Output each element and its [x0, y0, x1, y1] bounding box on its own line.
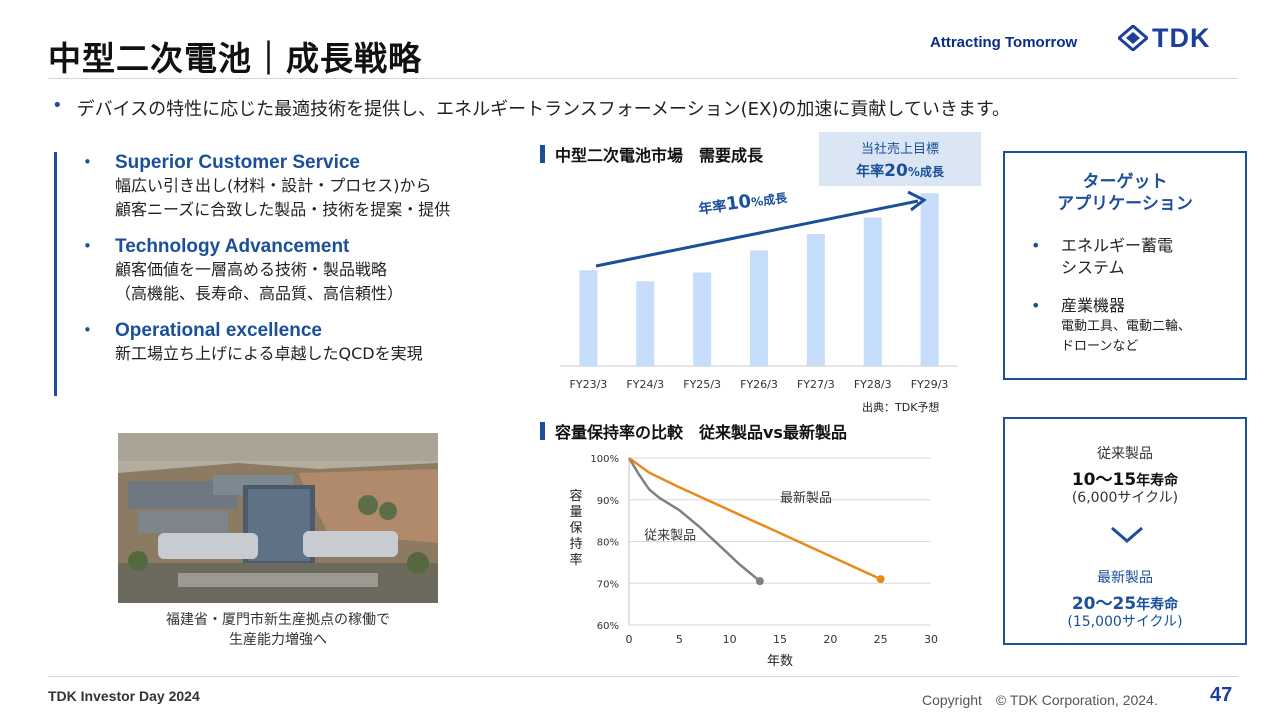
- x-tick-label: 25: [874, 633, 888, 646]
- caption-line: 福建省・厦門市新生産拠点の稼働で: [166, 612, 390, 628]
- footer-copyright: Copyright © TDK Corporation, 2024.: [922, 692, 1158, 708]
- x-tick-label: 15: [773, 633, 787, 646]
- heading-marker: [540, 145, 545, 163]
- x-tick-label: 5: [676, 633, 683, 646]
- title-divider: [48, 78, 1238, 79]
- tdk-emblem-icon: [1118, 25, 1148, 51]
- x-tick-label: 0: [626, 633, 633, 646]
- page-title: 中型二次電池｜成長戦略: [48, 39, 422, 78]
- old-product-label: 従来製品: [1097, 446, 1153, 462]
- strategy-line: 顧客価値を一層高める技術・製品戦略: [115, 260, 388, 279]
- retention-heading: 容量保持率の比較 従来製品vs最新製品: [540, 419, 847, 443]
- bullet-icon: •: [1031, 296, 1041, 315]
- series-line-new: [628, 456, 882, 581]
- bar: [806, 234, 825, 366]
- old-product-life: 10～15年寿命: [1071, 470, 1179, 490]
- x-tick-label: 20: [823, 633, 837, 646]
- strategy-heading: Operational excellence: [115, 320, 322, 341]
- x-tick-label: FY25/3: [683, 378, 721, 391]
- y-tick-label: 60%: [597, 621, 619, 632]
- logo-text: TDK: [1152, 22, 1211, 53]
- demand-bar-chart: FY23/3 FY24/3 FY25/3 FY26/3 FY27/3 FY28/3 FY29…: [560, 190, 958, 391]
- y-tick-label: 100%: [590, 454, 619, 465]
- strategy-line: 顧客ニーズに合致した製品・技術を提案・提供: [115, 200, 451, 219]
- strategy-heading: Superior Customer Service: [115, 152, 360, 173]
- series-label-new: 最新製品: [780, 490, 832, 506]
- demand-heading: 中型二次電池市場 需要成長: [540, 142, 763, 166]
- photo-caption: 福建省・厦門市新生産拠点の稼働で 生産能力増強へ: [118, 610, 438, 650]
- footer-event: TDK Investor Day 2024: [48, 688, 200, 704]
- factory-photo: [118, 433, 438, 603]
- y-tick-label: 70%: [597, 579, 619, 590]
- x-tick-label: FY29/3: [911, 378, 949, 391]
- goal-line2: 年率20%成長: [856, 161, 944, 181]
- strategy-item: • Operational excellence 新工場立ち上げによる卓越したQ…: [83, 320, 524, 366]
- series-line-old: [627, 457, 761, 583]
- old-product-cycles: (6,000サイクル): [1071, 490, 1179, 506]
- bullet-icon: •: [83, 153, 92, 171]
- strategy-line: （高機能、長寿命、高品質、高信頼性）: [115, 284, 404, 303]
- bullet-icon: •: [83, 321, 92, 339]
- strategy-item: • Technology Advancement 顧客価値を一層高める技術・製品…: [83, 236, 524, 306]
- product-life-box: 従来製品 10～15年寿命 (6,000サイクル) 最新製品 20～25年寿命 …: [1003, 417, 1247, 645]
- strategy-list: • Superior Customer Service 幅広い引き出し(材料・設…: [54, 152, 524, 396]
- y-axis-label-char: 容: [569, 488, 582, 504]
- x-tick-label: FY24/3: [626, 378, 664, 391]
- tdk-logo: TDK: [1118, 22, 1211, 53]
- strategy-line: 新工場立ち上げによる卓越したQCDを実現: [115, 344, 423, 363]
- bullet-icon: •: [52, 95, 63, 116]
- demand-heading-text: 中型二次電池市場 需要成長: [555, 146, 764, 165]
- lead-text: デバイスの特性に応じた最適技術を提供し、エネルギートランスフォーメーション(EX…: [76, 99, 1011, 120]
- bar: [750, 250, 768, 366]
- lead-statement: • デバイスの特性に応じた最適技術を提供し、エネルギートランスフォーメーション(…: [52, 95, 1010, 121]
- strategy-heading: Technology Advancement: [115, 236, 350, 257]
- new-product-life: 20～25年寿命: [1071, 594, 1179, 614]
- series-end-point: [755, 577, 764, 586]
- strategy-line: 幅広い引き出し(材料・設計・プロセス)から: [115, 176, 432, 195]
- bar: [579, 270, 598, 366]
- y-axis-label-char: 量: [569, 505, 582, 520]
- y-axis-label-char: 率: [569, 552, 582, 568]
- series-label-old: 従来製品: [644, 528, 696, 543]
- retention-line-chart: 60% 70% 80% 90% 100% 0 5 10 15 20 25 30 年数 容量保持率 従来製品 最…: [569, 454, 938, 669]
- x-tick-label: FY27/3: [797, 378, 835, 391]
- page-number: 47: [1210, 684, 1233, 706]
- arrow-head-icon: [907, 190, 927, 212]
- new-product-label: 最新製品: [1097, 570, 1153, 586]
- strategy-item: • Superior Customer Service 幅広い引き出し(材料・設…: [83, 152, 524, 222]
- y-tick-label: 80%: [597, 538, 619, 549]
- chevron-down-icon: [1111, 526, 1143, 543]
- new-product-cycles: (15,000サイクル): [1067, 614, 1183, 630]
- x-tick-label: FY23/3: [570, 378, 608, 391]
- series-end-point: [876, 575, 885, 584]
- bar: [636, 281, 655, 366]
- caption-line: 生産能力増強へ: [229, 632, 327, 648]
- x-tick-label: FY28/3: [854, 378, 892, 391]
- target-item: • 産業機器 電動工具、電動二輪、 ドローンなど: [1031, 296, 1192, 354]
- y-axis-label-char: 保: [569, 521, 582, 536]
- y-tick-label: 90%: [597, 496, 619, 507]
- bullet-icon: •: [1031, 236, 1041, 255]
- target-applications-box: ターゲット アプリケーション • エネルギー蓄電 システム • 産業機器 電動工…: [1003, 151, 1247, 380]
- sales-target-callout: 当社売上目標 年率20%成長: [819, 132, 981, 186]
- x-tick-label: 10: [723, 633, 737, 646]
- x-tick-label: 30: [924, 633, 938, 646]
- chart-source: 出典：TDK予想: [862, 401, 940, 414]
- target-title: ターゲット アプリケーション: [1057, 172, 1193, 214]
- x-axis-label: 年数: [767, 654, 793, 669]
- growth-trend-arrow: [595, 199, 919, 268]
- x-tick-label: FY26/3: [740, 378, 778, 391]
- y-axis-label-char: 持: [569, 537, 582, 552]
- goal-line1: 当社売上目標: [860, 142, 939, 157]
- bullet-icon: •: [83, 237, 92, 255]
- target-item: • エネルギー蓄電 システム: [1031, 236, 1174, 277]
- bar: [920, 193, 939, 366]
- tagline: Attracting Tomorrow: [930, 34, 1078, 51]
- retention-heading-text: 容量保持率の比較 従来製品vs最新製品: [555, 423, 847, 442]
- bar: [863, 217, 882, 366]
- bar: [693, 272, 712, 366]
- heading-marker: [540, 422, 545, 440]
- footer-divider: [48, 676, 1238, 677]
